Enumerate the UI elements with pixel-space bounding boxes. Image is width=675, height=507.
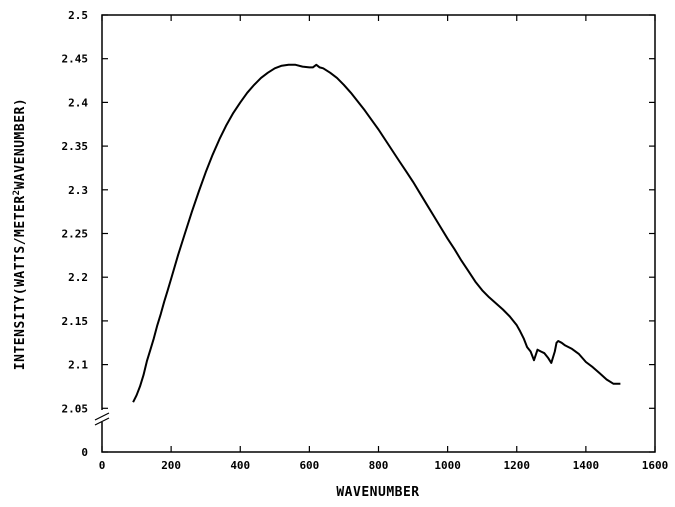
y-axis-title-part-2: WAVENUMBER) — [13, 98, 28, 190]
y-tick-label: 2.15 — [62, 315, 89, 328]
x-tick-label: 1200 — [504, 459, 531, 472]
x-tick-label: 1000 — [434, 459, 461, 472]
x-tick-label: 600 — [299, 459, 319, 472]
y-axis-title-superscript: 2 — [12, 189, 22, 195]
x-tick-label: 200 — [161, 459, 181, 472]
series-line — [132, 63, 621, 403]
x-tick-label: 1400 — [573, 459, 600, 472]
x-tick-label: 400 — [230, 459, 250, 472]
series-layer — [132, 63, 621, 403]
y-tick-label: 2.45 — [62, 53, 89, 66]
y-tick-label: 2.4 — [68, 96, 88, 109]
x-axis-title: WAVENUMBER — [336, 485, 419, 500]
tick-labels: 0 200 400 600 800 1000 1200 1400 1600 0 2.05 2.1 2.1… — [62, 9, 669, 472]
y-tick-label: 0 — [81, 446, 88, 459]
y-axis-title: INTENSITY(WATTS/METER2WAVENUMBER) — [12, 98, 28, 370]
y-tick-label: 2.1 — [68, 359, 88, 372]
x-tick-label: 0 — [99, 459, 106, 472]
y-tick-label: 2.35 — [62, 140, 89, 153]
tick-marks — [101, 14, 656, 453]
y-tick-label: 2.5 — [68, 9, 88, 22]
x-tick-label: 800 — [369, 459, 389, 472]
y-tick-label: 2.2 — [68, 271, 88, 284]
x-tick-label: 1600 — [642, 459, 669, 472]
y-tick-label: 2.25 — [62, 228, 89, 241]
y-tick-label: 2.3 — [68, 184, 88, 197]
y-axis-break-mark — [93, 410, 111, 426]
y-tick-label: 2.05 — [62, 402, 89, 415]
y-axis-title-part-1: INTENSITY(WATTS/METER — [13, 195, 28, 370]
